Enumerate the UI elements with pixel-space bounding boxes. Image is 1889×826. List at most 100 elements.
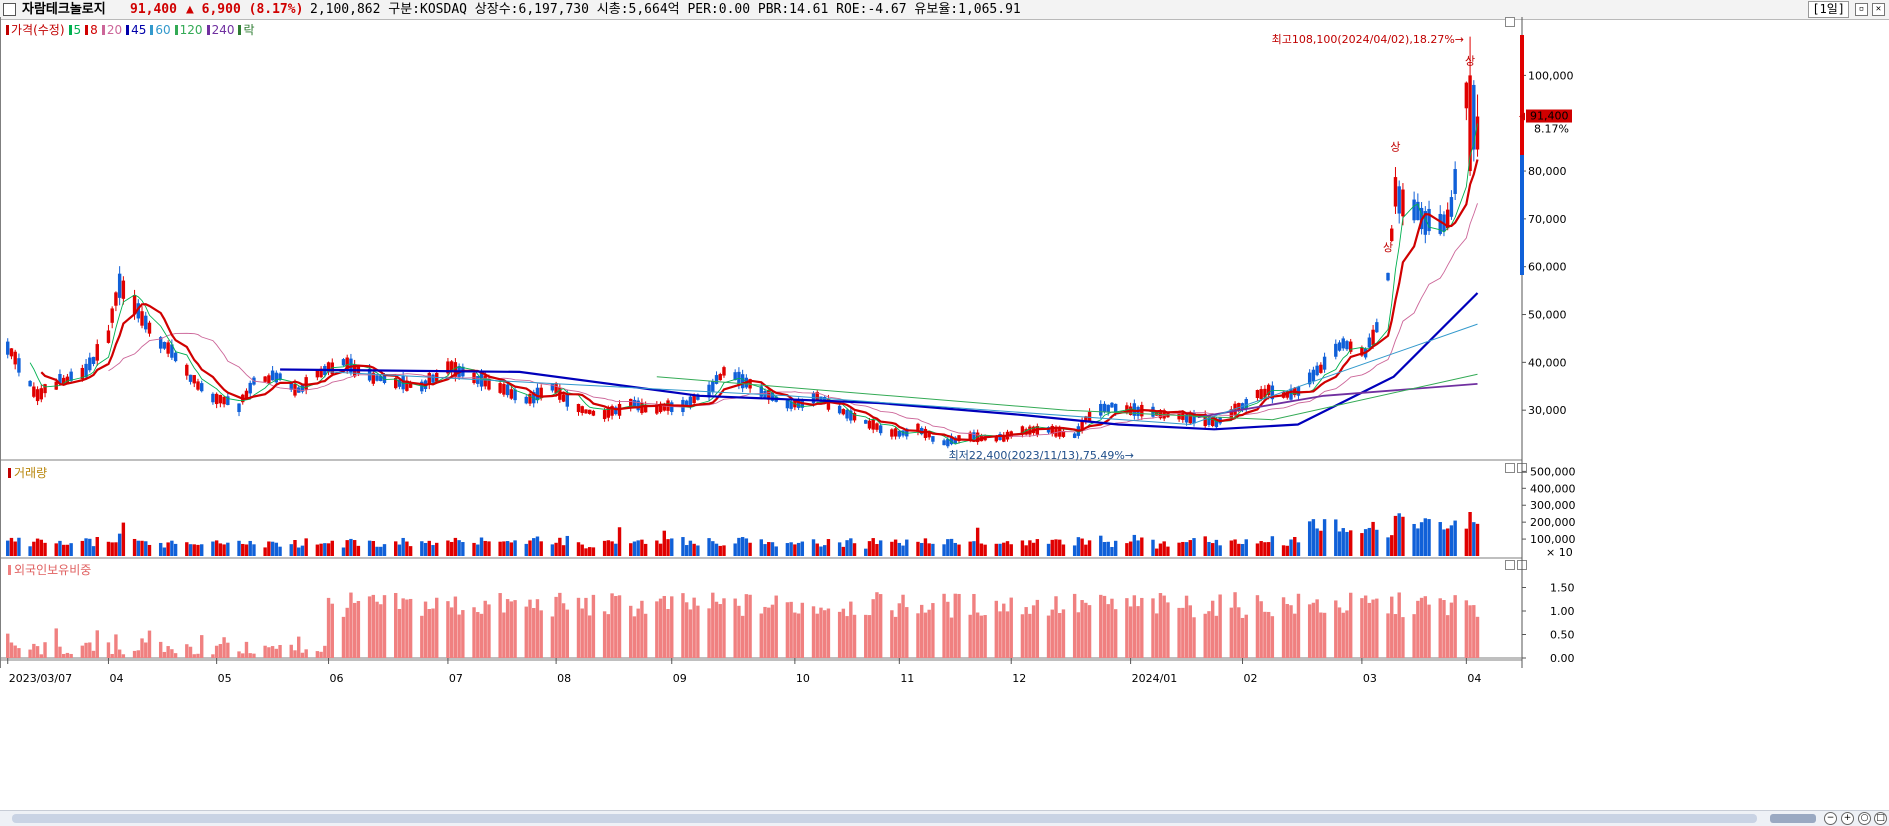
candle-body (226, 396, 230, 406)
volume-bar (1132, 534, 1137, 556)
foreign-bar (759, 613, 763, 658)
candle-body (640, 402, 644, 414)
volume-bar (1453, 520, 1457, 556)
foreign-bar (293, 650, 297, 658)
foreign-bar (1259, 601, 1263, 658)
candle-body (849, 410, 853, 421)
foreign-bar (632, 616, 637, 658)
candle-body (711, 381, 715, 392)
volume-bar (375, 546, 379, 556)
foreign-bar (43, 642, 47, 658)
volume-bar (88, 538, 92, 556)
foreign-bar (666, 609, 670, 658)
volume-bar (878, 540, 883, 556)
foreign-bar (942, 593, 946, 658)
candle-body (341, 359, 346, 366)
volume-bar (476, 544, 480, 556)
foreign-bar (763, 606, 767, 658)
volume-bar (9, 537, 14, 556)
zoom-in-icon[interactable]: + (1841, 812, 1854, 825)
volume-bar (688, 540, 693, 556)
candle-body (1468, 75, 1472, 172)
volume-bar (1106, 541, 1110, 556)
volume-bar (1099, 535, 1103, 556)
volume-bar (576, 542, 581, 556)
current-change-label: 8.17% (1534, 123, 1569, 136)
legend-item[interactable]: 240 (206, 23, 234, 37)
volume-bar (345, 540, 349, 556)
close-icon[interactable]: ✕ (1872, 3, 1885, 16)
foreign-bar (636, 608, 640, 658)
volume-bar (1058, 539, 1062, 556)
foreign-bar (1203, 613, 1207, 658)
zoom-reset-icon[interactable]: ○ (1858, 812, 1871, 825)
horizontal-scrollbar[interactable]: − + ○ □ (0, 810, 1889, 826)
foreign-bar (121, 654, 126, 658)
legend-item[interactable]: 8 (85, 23, 98, 37)
period-selector[interactable]: [1일] (1808, 1, 1849, 18)
volume-bar (84, 538, 88, 556)
foreign-bar (1099, 594, 1103, 658)
foreign-bar (655, 601, 659, 658)
pane-minimize-icon[interactable] (1505, 463, 1515, 473)
volume-bar (315, 544, 320, 556)
stock-name[interactable]: 자람테크놀로지 (22, 2, 106, 17)
volume-bar (748, 542, 752, 556)
foreign-bar (1132, 595, 1137, 658)
legend-item[interactable]: 5 (68, 23, 81, 37)
scroll-track[interactable] (12, 814, 1757, 823)
candle-body (1341, 338, 1345, 349)
volume-bar (770, 542, 775, 556)
candle-body (1472, 84, 1476, 150)
low-annotation: 최저22,400(2023/11/13),75.49%→ (949, 449, 1134, 462)
candle-body (1401, 189, 1405, 217)
candle-body (114, 292, 118, 306)
volume-bar (722, 545, 726, 556)
foreign-bar (770, 604, 775, 658)
restore-icon[interactable]: ▫ (1855, 3, 1868, 16)
candle-body (498, 383, 502, 393)
volume-bar (1307, 521, 1312, 556)
volume-bar (1218, 545, 1222, 556)
volume-bar (606, 540, 611, 556)
pane-minimize-icon[interactable] (1505, 17, 1515, 27)
foreign-pane-label[interactable]: 외국인보유비중 (8, 561, 91, 578)
foreign-bar (1393, 614, 1398, 658)
foreign-bar (509, 601, 514, 658)
volume-bar (1259, 541, 1263, 556)
candle-body (274, 372, 279, 383)
foreign-bar (617, 595, 622, 658)
foreign-bar (696, 605, 700, 658)
legend-item[interactable]: 락 (238, 23, 255, 37)
foreign-bar (132, 650, 137, 658)
legend-item[interactable]: 120 (174, 23, 203, 37)
volume-bar (740, 537, 745, 556)
y-tick-label: 100,000 (1528, 69, 1574, 82)
volume-pane-label[interactable]: 거래량 (8, 464, 47, 481)
foreign-bar (91, 650, 96, 658)
volume-bar (393, 541, 398, 556)
legend-item[interactable]: 20 (101, 23, 122, 37)
x-tick-label: 09 (673, 672, 687, 685)
volume-bar (636, 540, 640, 556)
legend-item[interactable]: 60 (150, 23, 171, 37)
candle-body (852, 412, 857, 421)
volume-bar (382, 544, 387, 556)
scroll-thumb[interactable] (1770, 814, 1816, 823)
candle-body (371, 372, 376, 384)
zoom-fit-icon[interactable]: □ (1874, 812, 1887, 825)
volume-bar (550, 544, 555, 556)
candle-body (994, 435, 999, 442)
volume-bar (1136, 540, 1140, 556)
select-checkbox[interactable] (3, 3, 16, 16)
candle-body (95, 344, 99, 361)
zoom-out-icon[interactable]: − (1824, 812, 1837, 825)
legend-item[interactable]: 45 (126, 23, 146, 37)
x-tick-label: 02 (1244, 672, 1258, 685)
foreign-bar (1080, 600, 1084, 658)
foreign-bar (878, 594, 883, 658)
pane-minimize-icon[interactable] (1505, 560, 1515, 570)
volume-bar (584, 548, 588, 556)
legend-item[interactable]: 가격(수정) (6, 23, 65, 37)
